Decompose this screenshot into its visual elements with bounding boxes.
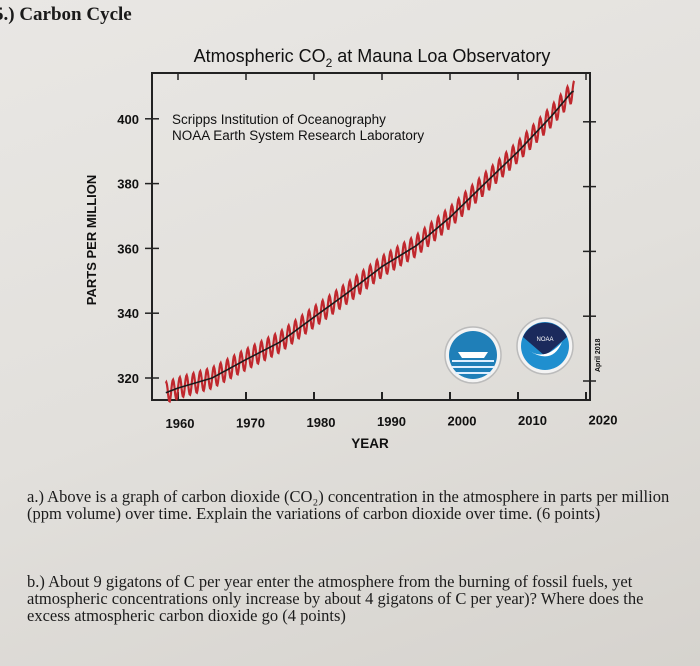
y-tick-label: 380 — [117, 177, 139, 192]
question-b: b.) About 9 gigatons of C per year enter… — [27, 572, 644, 625]
x-tick-label: 1970 — [236, 415, 265, 430]
scripps-logo — [444, 326, 502, 384]
monthly-co2-line — [164, 80, 576, 404]
annual-mean-co2-line — [165, 90, 574, 394]
y-tick-label: 320 — [117, 371, 139, 386]
y-tick-label: 340 — [117, 306, 139, 321]
x-axis-label: YEAR — [351, 436, 389, 451]
x-tick-label: 2020 — [589, 412, 618, 427]
x-tick-label: 1990 — [377, 414, 406, 429]
chart-title: Atmospheric CO2 at Mauna Loa Observatory — [194, 46, 551, 70]
source-line-2: NOAA Earth System Research Laboratory — [172, 128, 424, 143]
x-tick-label: 1960 — [166, 416, 195, 431]
y-tick-label: 400 — [117, 112, 139, 127]
y-tick-label: 360 — [117, 241, 139, 256]
date-note: April 2018 — [595, 338, 602, 372]
x-tick-label: 1980 — [307, 415, 336, 430]
x-tick-label: 2000 — [448, 414, 477, 429]
noaa-logo-text: NOAA — [536, 337, 553, 343]
x-tick-label: 2010 — [518, 413, 547, 428]
plot-frame — [151, 72, 591, 401]
question-a: a.) Above is a graph of carbon dioxide (… — [27, 487, 670, 523]
noaa-logo: NOAA — [516, 317, 574, 375]
section-heading: 5.) Carbon Cycle — [0, 4, 132, 25]
y-axis-label: PARTS PER MILLION — [84, 175, 99, 305]
source-line-1: Scripps Institution of Oceanography — [172, 112, 386, 127]
